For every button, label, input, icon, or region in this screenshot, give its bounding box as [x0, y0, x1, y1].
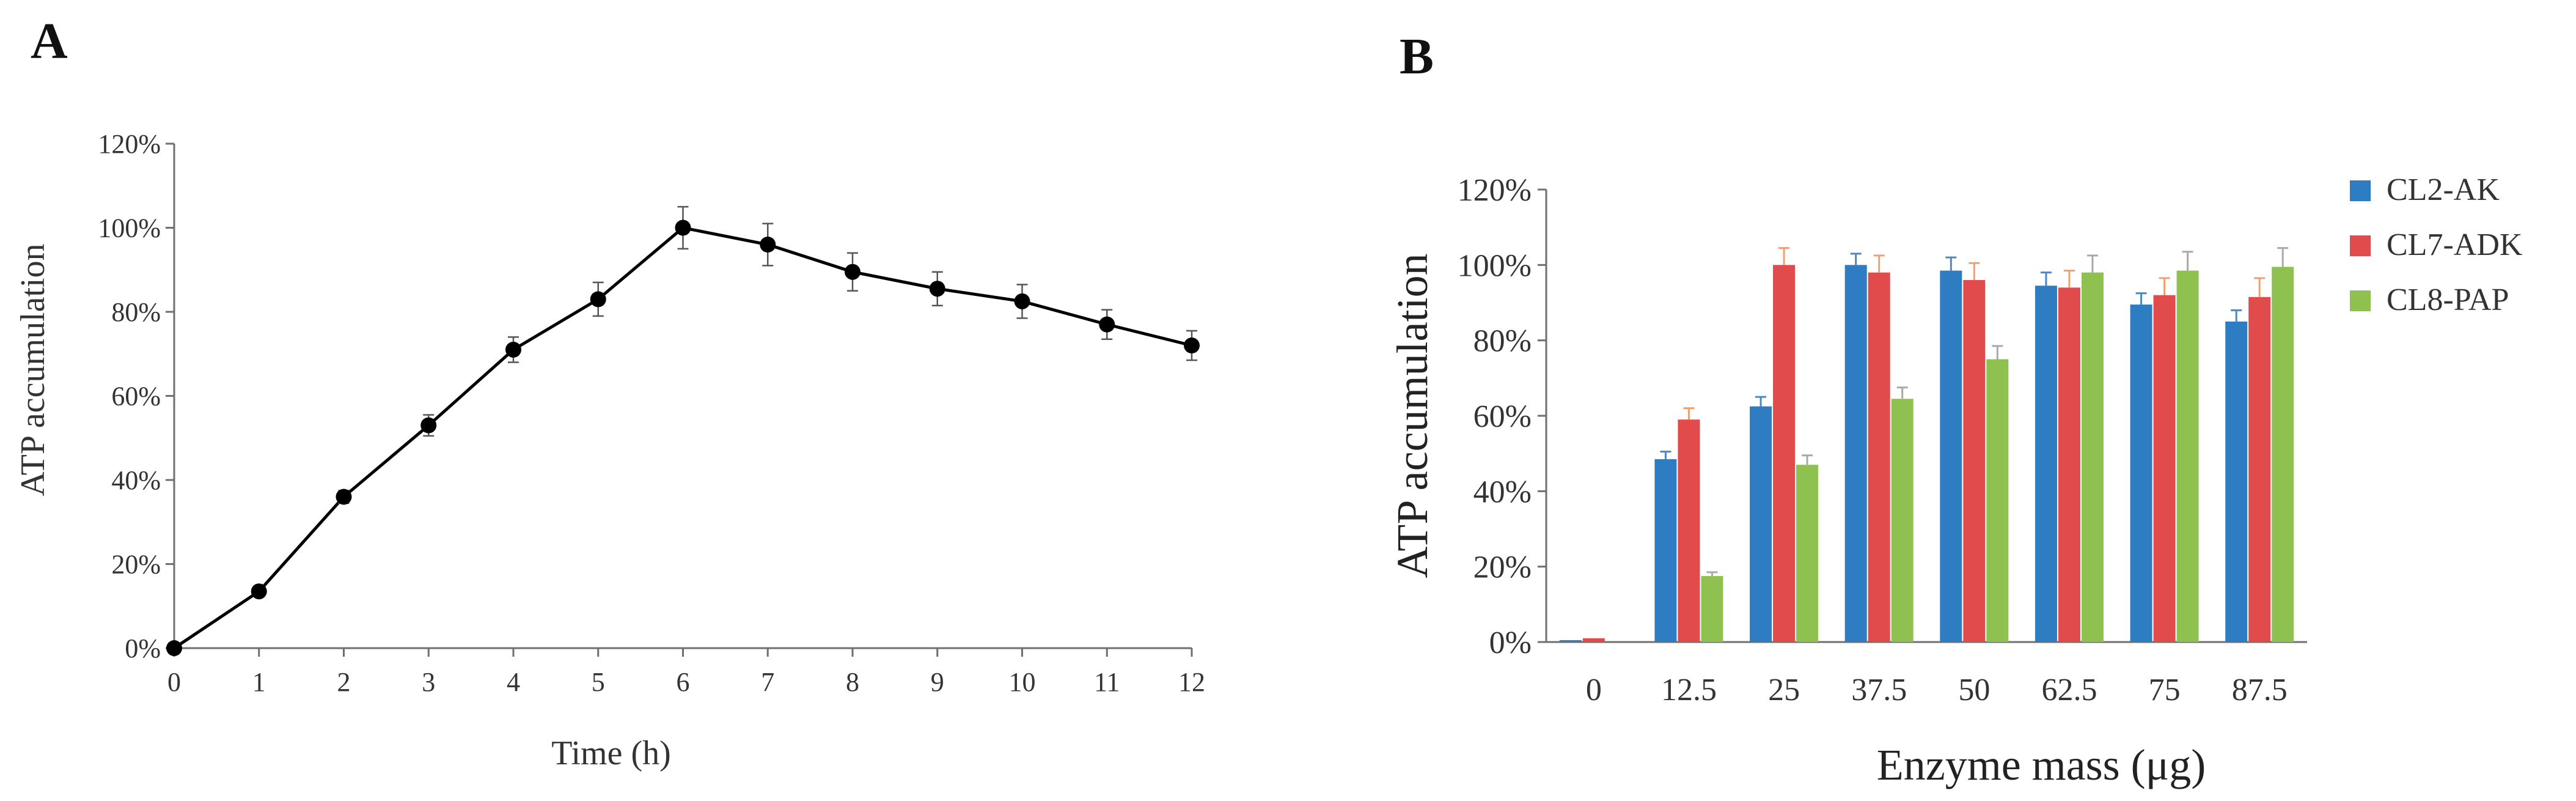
panel-b-letter: B — [1400, 28, 1434, 85]
panel-b-y-tick-label: 20% — [1473, 550, 1532, 585]
panel-b-bar — [1891, 399, 1914, 642]
panel-b-xlabel: Enzyme mass (μg) — [1877, 740, 2206, 789]
panel-a-y-tick-label: 60% — [111, 382, 161, 412]
panel-b-x-tick-label: 50 — [1958, 673, 1990, 707]
panel-a-y-tick-label: 20% — [111, 550, 161, 580]
panel-a-x-tick-label: 12 — [1178, 667, 1205, 697]
panel-a-x-tick-label: 2 — [337, 667, 351, 697]
legend-label: CL2-AK — [2387, 172, 2500, 207]
panel-b-bar — [1654, 459, 1677, 642]
panel-a-data-point — [420, 417, 437, 434]
panel-a-data-point — [166, 640, 182, 656]
panel-b-bar — [1986, 359, 2009, 642]
legend-swatch — [2350, 180, 2371, 201]
panel-a-data-point — [760, 237, 776, 253]
panel-a-x-tick-label: 8 — [846, 667, 859, 697]
panel-a-xlabel: Time (h) — [551, 734, 671, 772]
panel-b-y-tick-label: 120% — [1458, 173, 1532, 208]
panel-a-data-point — [1014, 293, 1030, 309]
panel-b-bar — [1701, 576, 1723, 642]
panel-a-data-point — [845, 264, 861, 280]
panel-a-x-tick-label: 4 — [507, 667, 520, 697]
panel-a-y-tick-label: 80% — [111, 297, 161, 327]
panel-a-y-tick-label: 120% — [98, 129, 161, 159]
panel-b-y-tick-label: 60% — [1473, 399, 1532, 434]
panel-b-bar — [2176, 270, 2199, 642]
panel-b-x-tick-label: 12.5 — [1661, 673, 1717, 707]
panel-a-data-point — [1099, 316, 1115, 333]
panel-b-bar — [2058, 287, 2080, 642]
panel-b-bar — [2153, 295, 2176, 643]
legend-label: CL8-PAP — [2387, 282, 2509, 317]
panel-b-bar — [2035, 286, 2057, 642]
panel-a-y-tick-label: 40% — [111, 465, 161, 495]
panel-a-series-line — [173, 226, 1192, 650]
panel-a-x-tick-label: 5 — [592, 667, 605, 697]
panel-a-x-tick-label: 6 — [677, 667, 690, 697]
panel-a-x-tick-label: 3 — [422, 667, 435, 697]
panel-b-bar — [2272, 267, 2294, 643]
panel-b-bar — [1963, 280, 1986, 642]
panel-b-bar — [1868, 272, 1890, 643]
panel-b-x-tick-label: 37.5 — [1851, 673, 1907, 707]
panel-b-bar — [1750, 406, 1772, 642]
panel-b-legend: CL2-AK CL7-ADK CL8-PAP — [2350, 172, 2523, 317]
panel-b-x-tick-label: 25 — [1768, 673, 1800, 707]
legend-swatch — [2350, 235, 2371, 256]
panel-b-bar — [2081, 272, 2104, 643]
panel-a-x-tick-label: 9 — [931, 667, 944, 697]
panel-b-bar — [2248, 297, 2271, 642]
panel-b-bar — [2225, 321, 2248, 642]
panel-a-x-tick-label: 0 — [167, 667, 181, 697]
panel-b-x-tick-label: 75 — [2149, 673, 2181, 707]
panel-b-bar — [1582, 638, 1605, 642]
panel-b-bar — [1773, 265, 1796, 642]
panel-a-data-point — [929, 281, 945, 297]
panel-a-letter: A — [31, 13, 68, 70]
panel-b-x-tick-label: 0 — [1586, 673, 1602, 707]
panel-a-x-tick-label: 11 — [1094, 667, 1120, 697]
panel-a-ylabel: ATP accumulation — [14, 243, 52, 496]
panel-b-x-tick-label: 62.5 — [2041, 673, 2097, 707]
panel-b-y-tick-label: 40% — [1473, 474, 1532, 509]
panel-b-ylabel: ATP accumulation — [1388, 253, 1437, 578]
legend-swatch — [2350, 290, 2371, 311]
panel-a-x-tick-label: 7 — [761, 667, 774, 697]
panel-a-y-tick-label: 100% — [98, 213, 161, 243]
panel-b-bar — [1559, 640, 1582, 642]
panel-a-data-point — [1184, 338, 1200, 353]
panel-b-bar — [1844, 265, 1867, 642]
panel-b-bar — [1678, 419, 1700, 642]
panel-b-y-tick-label: 0% — [1489, 626, 1532, 660]
panel-a-x-tick-label: 10 — [1009, 667, 1036, 697]
panel-a-data-point — [336, 489, 352, 505]
panel-a-chart: 0%20%40%60%80%100%120%0 1 2 3 4 5 6 7 8 9 10 11 12 — [98, 129, 1205, 697]
legend-label: CL7-ADK — [2387, 227, 2523, 262]
panel-b-bar — [1796, 465, 1819, 642]
panel-b-y-tick-label: 80% — [1473, 324, 1532, 359]
panel-b-chart: 0% 20% 40% 60% 80% 100% 120% 0 12.5 25 37.5 50 62.5 7… — [1458, 173, 2307, 707]
panel-a-y-tick-label: 0% — [125, 633, 161, 663]
panel-a-data-point — [675, 220, 691, 236]
panel-b-bar — [2130, 305, 2152, 642]
panel-b-bar — [1940, 270, 1962, 642]
panel-b-y-tick-label: 100% — [1458, 248, 1532, 283]
panel-b-x-tick-label: 87.5 — [2232, 673, 2288, 707]
panel-a-data-point — [251, 583, 267, 600]
panel-a-data-point — [505, 341, 521, 358]
panel-a-x-tick-label: 1 — [252, 667, 266, 697]
panel-a-data-point — [590, 291, 606, 308]
